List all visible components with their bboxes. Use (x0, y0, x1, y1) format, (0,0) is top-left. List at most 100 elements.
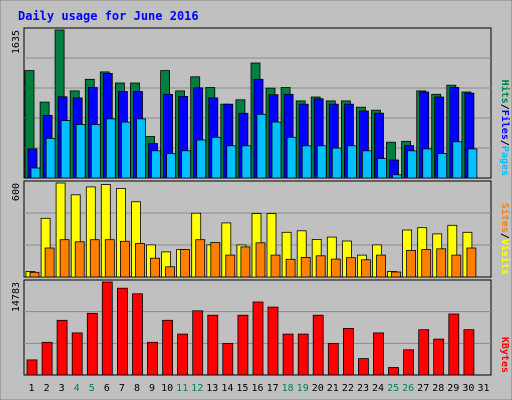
bar-kbytes-day-19 (297, 333, 309, 376)
bar-pages-day-26 (407, 150, 418, 179)
bar-kbytes-day-2 (41, 341, 53, 376)
bar-kbytes-day-8 (132, 293, 143, 376)
bar-pages-day-16 (256, 113, 267, 179)
axis-legend: Hits/Files/Pages (499, 80, 511, 176)
bar-pages-day-24 (377, 158, 387, 179)
bar-pages-day-4 (75, 124, 86, 179)
bar-sites-day-28 (436, 248, 447, 278)
bar-sites-day-3 (59, 239, 70, 278)
bar-kbytes-day-21 (327, 343, 339, 376)
bar-pages-day-25 (392, 174, 402, 179)
bar-sites-day-9 (150, 257, 160, 278)
x-label-day-19: 19 (297, 383, 309, 394)
bar-sites-day-13 (210, 242, 221, 278)
legend-separator: / (499, 104, 510, 110)
axis-legend: Sites/Visits (499, 203, 511, 275)
bar-pages-day-5 (90, 124, 101, 179)
x-label-day-20: 20 (312, 383, 324, 394)
bar-kbytes-day-16 (252, 301, 264, 376)
bar-pages-day-1 (30, 167, 41, 179)
bar-sites-day-17 (270, 254, 281, 278)
x-label-day-4: 4 (74, 383, 80, 394)
panel-kbytes: 14783 KBytes (11, 279, 510, 376)
bar-kbytes-day-3 (56, 319, 68, 376)
bar-sites-day-27 (421, 249, 432, 278)
x-label-day-8: 8 (134, 383, 140, 394)
legend-separator: / (499, 140, 510, 146)
bar-pages-day-22 (346, 145, 357, 179)
x-label-day-13: 13 (206, 383, 218, 394)
bar-sites-day-11 (180, 249, 191, 278)
chart-title: Daily usage for June 2016 (18, 9, 199, 23)
x-label-day-7: 7 (119, 383, 125, 394)
legend-separator: / (499, 233, 510, 239)
x-label-day-2: 2 (44, 383, 50, 394)
bar-pages-day-13 (211, 136, 222, 179)
legend-hits: Hits (499, 80, 511, 104)
bar-pages-day-27 (422, 148, 433, 179)
bar-sites-day-21 (330, 258, 341, 278)
x-label-day-11: 11 (176, 383, 188, 394)
bar-kbytes-day-5 (86, 312, 98, 376)
x-label-day-30: 30 (462, 383, 474, 394)
bar-sites-day-2 (44, 247, 55, 278)
x-label-day-31: 31 (477, 383, 489, 394)
bar-pages-day-21 (331, 147, 342, 179)
x-label-day-26: 26 (402, 383, 414, 394)
bar-sites-day-10 (165, 266, 176, 278)
x-label-day-15: 15 (236, 383, 248, 394)
x-label-day-27: 27 (417, 383, 429, 394)
bar-pages-day-8 (136, 118, 146, 179)
bar-pages-day-30 (467, 148, 478, 179)
bar-pages-day-20 (316, 145, 327, 179)
bar-pages-day-9 (151, 150, 161, 179)
bar-sites-day-4 (74, 241, 85, 278)
panel-hits-files-pages: 1635 Hits/Files/Pages (11, 27, 511, 179)
bar-sites-day-20 (315, 255, 326, 278)
bar-kbytes-day-28 (433, 338, 445, 376)
x-label-day-6: 6 (104, 383, 110, 394)
bar-pages-day-10 (166, 153, 177, 179)
axis-legend: KBytes (499, 337, 510, 373)
bar-sites-day-7 (120, 240, 130, 278)
x-label-day-14: 14 (221, 383, 233, 394)
x-label-day-1: 1 (28, 383, 34, 394)
bar-pages-day-2 (45, 137, 56, 179)
bar-sites-day-5 (89, 239, 100, 278)
bar-kbytes-day-29 (448, 313, 460, 376)
bar-pages-day-7 (121, 121, 131, 179)
bar-kbytes-day-11 (177, 333, 189, 376)
bar-sites-day-15 (240, 246, 251, 278)
bar-pages-day-3 (60, 120, 71, 179)
y-max-label: 600 (11, 183, 22, 201)
y-max-label: 1635 (11, 30, 22, 54)
bar-sites-day-6 (104, 239, 115, 278)
bar-sites-day-22 (345, 257, 356, 278)
x-label-day-18: 18 (282, 383, 294, 394)
bar-kbytes-day-14 (222, 343, 234, 376)
bar-pages-day-29 (452, 141, 463, 179)
x-label-day-23: 23 (357, 383, 369, 394)
x-label-day-28: 28 (432, 383, 444, 394)
bar-kbytes-day-18 (282, 333, 294, 376)
bar-sites-day-26 (406, 249, 417, 278)
legend-sites: Sites (499, 203, 511, 233)
bar-kbytes-day-25 (388, 367, 399, 376)
bar-pages-day-15 (241, 145, 252, 179)
bar-sites-day-14 (225, 254, 236, 278)
bar-sites-day-29 (451, 254, 462, 278)
bar-pages-day-12 (196, 139, 207, 179)
x-label-day-16: 16 (251, 383, 263, 394)
bar-kbytes-day-20 (312, 314, 324, 376)
legend-visits: Visits (499, 239, 511, 275)
x-label-day-29: 29 (447, 383, 459, 394)
bar-pages-day-23 (361, 150, 372, 179)
bar-sites-day-24 (376, 254, 386, 278)
bar-sites-day-18 (285, 258, 296, 278)
bar-kbytes-day-12 (192, 310, 204, 376)
legend-files: Files (499, 110, 511, 140)
bar-pages-day-18 (286, 136, 297, 179)
bar-sites-day-1 (29, 271, 40, 278)
x-label-day-9: 9 (149, 383, 155, 394)
bar-kbytes-day-13 (207, 314, 219, 376)
